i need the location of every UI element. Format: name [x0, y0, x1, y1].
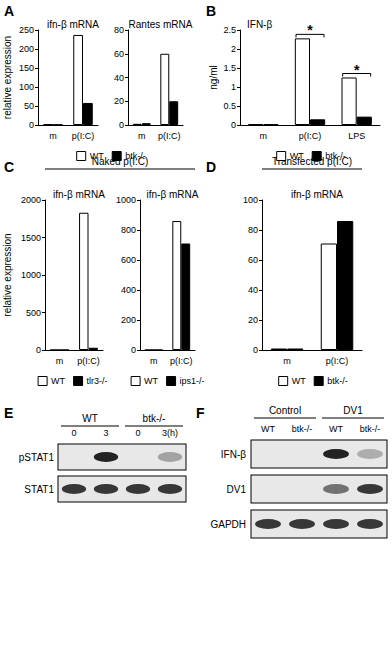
svg-text:WT: WT — [261, 424, 275, 434]
svg-text:btk-/-: btk-/- — [125, 151, 146, 161]
svg-text:800: 800 — [121, 225, 136, 235]
svg-text:1: 1 — [231, 82, 236, 92]
svg-text:20: 20 — [114, 96, 124, 106]
svg-text:relative expression: relative expression — [2, 36, 13, 119]
svg-text:m: m — [56, 356, 64, 366]
svg-text:WT: WT — [290, 151, 304, 161]
svg-text:2: 2 — [231, 44, 236, 54]
svg-text:btk-/-: btk-/- — [360, 424, 381, 434]
svg-text:0: 0 — [231, 120, 236, 130]
svg-text:ng/ml: ng/ml — [208, 65, 219, 89]
svg-text:ifn-β mRNA: ifn-β mRNA — [47, 19, 99, 30]
svg-text:250: 250 — [19, 25, 34, 35]
svg-text:Rantes mRNA: Rantes mRNA — [129, 19, 193, 30]
svg-text:*: * — [307, 22, 313, 38]
svg-text:btk-/-: btk-/- — [327, 376, 348, 386]
svg-text:80: 80 — [114, 25, 124, 35]
svg-text:100: 100 — [19, 82, 34, 92]
svg-text:D: D — [206, 159, 216, 175]
svg-text:Control: Control — [269, 405, 301, 416]
svg-text:m: m — [49, 131, 57, 141]
svg-text:ips1-/-: ips1-/- — [180, 376, 205, 386]
svg-text:2.5: 2.5 — [223, 25, 236, 35]
svg-text:200: 200 — [121, 315, 136, 325]
svg-text:STAT1: STAT1 — [24, 484, 54, 495]
svg-text:0: 0 — [253, 345, 258, 355]
svg-text:100: 100 — [243, 195, 258, 205]
svg-text:B: B — [206, 3, 216, 19]
svg-text:m: m — [283, 356, 291, 366]
svg-text:WT: WT — [144, 376, 158, 386]
svg-text:p(I:C): p(I:C) — [72, 131, 95, 141]
svg-text:200: 200 — [19, 44, 34, 54]
svg-text:0: 0 — [135, 428, 140, 438]
svg-text:1000: 1000 — [116, 195, 136, 205]
svg-text:60: 60 — [248, 255, 258, 265]
svg-text:40: 40 — [248, 285, 258, 295]
svg-text:DV1: DV1 — [227, 484, 247, 495]
svg-text:50: 50 — [24, 101, 34, 111]
svg-text:WT: WT — [90, 151, 104, 161]
svg-text:p(I:C): p(I:C) — [170, 356, 193, 366]
svg-text:0.5: 0.5 — [223, 101, 236, 111]
svg-text:A: A — [4, 3, 14, 19]
svg-text:IFN-β: IFN-β — [221, 449, 246, 460]
svg-text:20: 20 — [248, 315, 258, 325]
svg-text:IFN-β: IFN-β — [247, 19, 272, 30]
svg-text:150: 150 — [19, 63, 34, 73]
svg-text:0: 0 — [131, 345, 136, 355]
svg-text:WT: WT — [292, 376, 306, 386]
svg-text:pSTAT1: pSTAT1 — [19, 452, 55, 463]
svg-text:0: 0 — [71, 428, 76, 438]
svg-text:m: m — [138, 131, 146, 141]
svg-text:40: 40 — [114, 73, 124, 83]
svg-text:0: 0 — [36, 345, 41, 355]
svg-text:80: 80 — [248, 225, 258, 235]
svg-text:*: * — [354, 62, 360, 78]
svg-text:2000: 2000 — [21, 195, 41, 205]
svg-text:btk-/-: btk-/- — [143, 413, 166, 424]
svg-text:LPS: LPS — [348, 131, 365, 141]
svg-text:WT: WT — [82, 413, 98, 424]
svg-text:DV1: DV1 — [343, 405, 363, 416]
svg-text:relative expression: relative expression — [2, 233, 13, 316]
svg-text:ifn-β mRNA: ifn-β mRNA — [291, 189, 343, 200]
svg-text:ifn-β mRNA: ifn-β mRNA — [147, 189, 199, 200]
svg-text:btk-/-: btk-/- — [325, 151, 346, 161]
svg-text:GAPDH: GAPDH — [210, 519, 246, 530]
svg-text:60: 60 — [114, 49, 124, 59]
svg-text:400: 400 — [121, 285, 136, 295]
svg-text:0: 0 — [29, 120, 34, 130]
svg-text:1.5: 1.5 — [223, 63, 236, 73]
svg-text:p(I:C): p(I:C) — [158, 131, 181, 141]
svg-text:0: 0 — [119, 120, 124, 130]
svg-text:ifn-β mRNA: ifn-β mRNA — [53, 189, 105, 200]
svg-text:500: 500 — [26, 308, 41, 318]
svg-text:600: 600 — [121, 255, 136, 265]
svg-text:m: m — [260, 131, 268, 141]
svg-text:tlr3-/-: tlr3-/- — [87, 376, 108, 386]
svg-text:WT: WT — [329, 424, 343, 434]
svg-text:C: C — [4, 159, 14, 175]
svg-text:p(I:C): p(I:C) — [77, 356, 100, 366]
svg-text:p(I:C): p(I:C) — [326, 356, 349, 366]
svg-text:m: m — [150, 356, 158, 366]
svg-text:WT: WT — [51, 376, 65, 386]
svg-text:E: E — [4, 405, 13, 421]
svg-text:p(I:C): p(I:C) — [299, 131, 322, 141]
svg-text:1500: 1500 — [21, 233, 41, 243]
svg-text:3: 3 — [103, 428, 108, 438]
svg-text:3(h): 3(h) — [162, 428, 178, 438]
svg-text:1000: 1000 — [21, 270, 41, 280]
svg-text:btk-/-: btk-/- — [292, 424, 313, 434]
svg-text:F: F — [196, 405, 205, 421]
